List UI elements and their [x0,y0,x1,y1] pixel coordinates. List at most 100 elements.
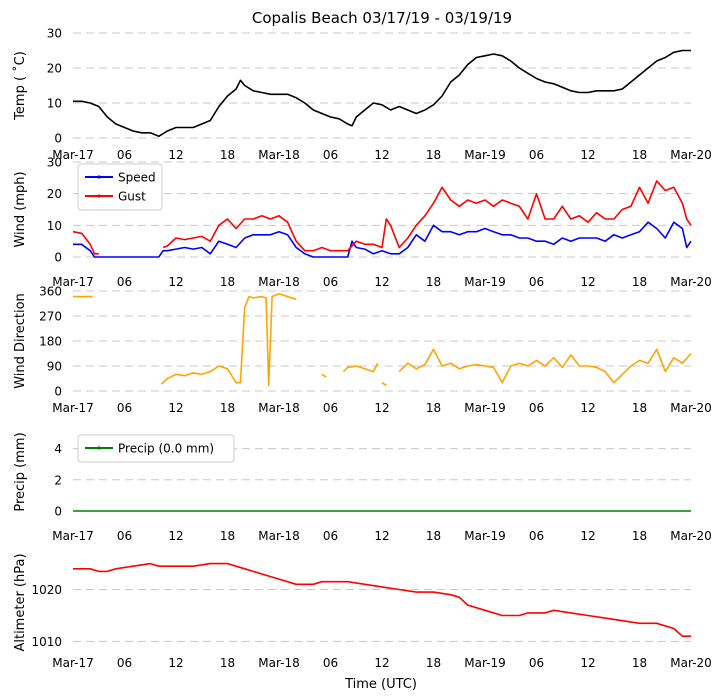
legend-label: Gust [118,190,146,204]
x-tick-label: 12 [374,656,389,670]
x-tick-label: Mar-20 [670,148,711,162]
x-tick-label: 18 [426,275,441,289]
x-tick-label: Mar-19 [464,656,505,670]
x-tick-label: Mar-17 [52,148,93,162]
x-tick-label: 12 [374,148,389,162]
y-tick-label: 180 [39,335,62,349]
chart-title: Copalis Beach 03/17/19 - 03/19/19 [252,9,512,27]
x-tick-label: Mar-20 [670,401,711,415]
legend-marker [97,175,101,179]
temp-y-axis-label: Temp ( ˚C) [12,51,28,121]
x-tick-label: Mar-18 [258,529,299,543]
y-tick-label: 4 [54,442,62,456]
x-tick-label: 12 [580,275,595,289]
x-tick-label: 06 [323,275,338,289]
y-tick-label: 30 [47,156,62,170]
x-tick-label: 12 [374,275,389,289]
dir-y-axis-label: Wind Direction [13,293,28,389]
legend-label: Speed [118,171,156,185]
x-tick-label: Mar-17 [52,401,93,415]
x-tick-label: Mar-19 [464,529,505,543]
temp-series-temp [73,49,691,138]
x-tick-label: 12 [168,148,183,162]
x-tick-label: Mar-20 [670,529,711,543]
y-tick-label: 0 [54,251,62,265]
x-tick-label: 06 [117,529,132,543]
y-tick-label: 0 [54,505,62,519]
y-tick-label: 10 [47,97,62,111]
x-tick-label: 18 [426,148,441,162]
y-tick-label: 90 [47,360,62,374]
x-tick-label: 18 [426,656,441,670]
x-tick-label: Mar-17 [52,656,93,670]
dir-series-direction [73,293,692,387]
x-tick-label: Mar-19 [464,401,505,415]
x-tick-label: 18 [632,148,647,162]
y-tick-label: 1020 [31,583,62,597]
x-tick-label: 18 [220,148,235,162]
x-tick-label: 12 [580,656,595,670]
x-tick-label: 18 [632,529,647,543]
x-tick-label: 06 [323,148,338,162]
y-tick-label: 1010 [31,635,62,649]
x-tick-label: 06 [117,275,132,289]
wind-series-gust [72,180,692,255]
x-tick-label: Mar-19 [464,275,505,289]
precip-legend [77,434,235,463]
x-tick-label: Mar-17 [52,529,93,543]
x-tick-label: 06 [529,275,544,289]
x-axis-label: Time (UTC) [344,677,417,692]
x-tick-label: 18 [632,656,647,670]
precip-y-axis-label: Precip (mm) [13,432,28,511]
x-tick-label: Mar-18 [258,275,299,289]
legend-marker [97,446,101,450]
x-tick-label: 06 [529,656,544,670]
x-tick-label: 18 [632,275,647,289]
x-tick-label: 18 [220,275,235,289]
x-tick-label: Mar-20 [670,275,711,289]
x-tick-label: 12 [374,529,389,543]
x-tick-label: 06 [323,656,338,670]
x-tick-label: 06 [117,656,132,670]
x-tick-label: 18 [220,529,235,543]
x-tick-label: Mar-19 [464,148,505,162]
x-tick-label: Mar-17 [52,275,93,289]
x-tick-label: 18 [220,401,235,415]
x-tick-label: 06 [529,529,544,543]
x-tick-label: 12 [580,401,595,415]
x-tick-label: 06 [323,401,338,415]
x-tick-label: 18 [426,529,441,543]
x-tick-label: 18 [220,656,235,670]
x-tick-label: Mar-18 [258,656,299,670]
wind-y-axis-label: Wind (mph) [13,171,28,247]
x-tick-label: 12 [168,401,183,415]
y-tick-label: 2 [54,473,62,487]
y-tick-label: 0 [54,132,62,146]
x-tick-label: 12 [580,148,595,162]
x-tick-label: 18 [632,401,647,415]
x-tick-label: 12 [168,656,183,670]
y-tick-label: 20 [47,187,62,201]
x-tick-label: 06 [529,401,544,415]
x-tick-label: 12 [374,401,389,415]
x-tick-label: 06 [117,148,132,162]
y-tick-label: 20 [47,62,62,76]
x-tick-label: 06 [529,148,544,162]
x-tick-label: 12 [580,529,595,543]
x-tick-label: 12 [168,275,183,289]
x-tick-label: Mar-18 [258,401,299,415]
x-tick-label: Mar-20 [670,656,711,670]
y-tick-label: 360 [39,285,62,299]
y-tick-label: 0 [54,385,62,399]
alt-y-axis-label: Altimeter (hPa) [13,553,28,651]
alt-series-altimeter [73,562,691,637]
y-tick-label: 270 [39,310,62,324]
x-tick-label: Mar-18 [258,148,299,162]
x-tick-label: 06 [323,529,338,543]
x-tick-label: 06 [117,401,132,415]
x-tick-label: 12 [168,529,183,543]
x-tick-label: 18 [426,401,441,415]
wind-series-speed [73,221,692,258]
y-tick-label: 30 [47,27,62,41]
